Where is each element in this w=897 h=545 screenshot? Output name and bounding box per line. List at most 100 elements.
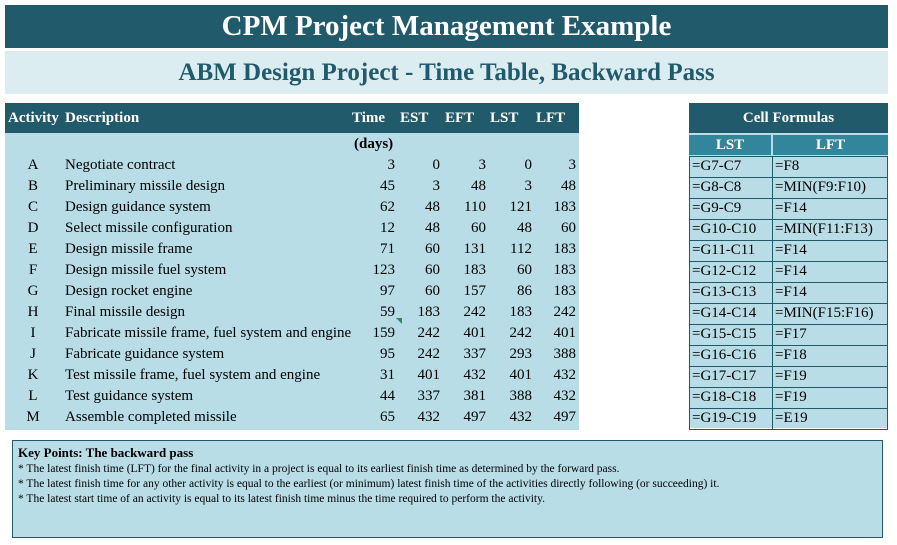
time-cell[interactable]: 159	[372, 325, 396, 341]
time-cell[interactable]: 97	[380, 283, 395, 299]
formula-lst-cell[interactable]: =G7-C7	[692, 158, 742, 174]
formula-lft-cell[interactable]: =F14	[775, 284, 807, 300]
description-cell[interactable]: Fabricate missile frame, fuel system and…	[65, 325, 352, 341]
activity-cell[interactable]: C	[27, 199, 38, 215]
formula-lst-cell[interactable]: =G17-C17	[692, 368, 757, 384]
activity-cell[interactable]: M	[26, 409, 40, 425]
description-cell[interactable]: Test guidance system	[65, 388, 194, 404]
est-cell[interactable]: 432	[417, 409, 441, 425]
header-description[interactable]: Description	[65, 110, 140, 126]
description-cell[interactable]: Design guidance system	[65, 199, 211, 215]
time-cell[interactable]: 44	[380, 388, 395, 404]
est-cell[interactable]: 60	[425, 241, 440, 257]
eft-cell[interactable]: 3	[478, 157, 487, 173]
lst-cell[interactable]: 388	[509, 388, 533, 404]
time-cell[interactable]: 65	[380, 409, 395, 425]
lst-cell[interactable]: 432	[509, 409, 533, 425]
lft-cell[interactable]: 388	[553, 346, 577, 362]
formula-lst-cell[interactable]: =G12-C12	[692, 263, 757, 279]
formula-lst-cell[interactable]: =G11-C11	[692, 242, 756, 258]
description-cell[interactable]: Design rocket engine	[65, 283, 193, 299]
formula-lst-cell[interactable]: =G10-C10	[692, 221, 757, 237]
cell-formulas-title[interactable]: Cell Formulas	[689, 103, 888, 133]
activity-cell[interactable]: I	[30, 325, 36, 341]
lst-cell[interactable]: 242	[509, 325, 533, 341]
header-est[interactable]: EST	[400, 110, 429, 126]
eft-cell[interactable]: 432	[463, 367, 487, 383]
est-cell[interactable]: 337	[417, 388, 441, 404]
time-cell[interactable]: 95	[380, 346, 395, 362]
time-cell[interactable]: 59	[380, 304, 395, 320]
formula-lft-cell[interactable]: =F19	[775, 389, 807, 405]
est-cell[interactable]: 0	[432, 157, 441, 173]
formula-lst-cell[interactable]: =G19-C19	[692, 410, 757, 426]
time-cell[interactable]: 123	[372, 262, 396, 278]
header-time[interactable]: Time	[352, 110, 386, 126]
eft-cell[interactable]: 48	[471, 178, 486, 194]
formula-lft-cell[interactable]: =E19	[775, 410, 808, 426]
description-cell[interactable]: Final missile design	[65, 304, 185, 320]
time-cell[interactable]: 71	[380, 241, 395, 257]
formula-lst-cell[interactable]: =G18-C18	[692, 389, 757, 405]
time-cell[interactable]: 3	[387, 157, 396, 173]
activity-cell[interactable]: H	[27, 304, 39, 320]
activity-cell[interactable]: E	[28, 241, 38, 257]
est-cell[interactable]: 242	[417, 325, 441, 341]
eft-cell[interactable]: 381	[463, 388, 487, 404]
activity-cell[interactable]: K	[27, 367, 39, 383]
header-lst[interactable]: LST	[490, 110, 519, 126]
description-cell[interactable]: Negotiate contract	[65, 157, 176, 173]
lst-cell[interactable]: 293	[509, 346, 533, 362]
est-cell[interactable]: 48	[425, 220, 440, 236]
lst-cell[interactable]: 60	[517, 262, 532, 278]
activity-cell[interactable]: G	[27, 283, 39, 299]
est-cell[interactable]: 3	[432, 178, 441, 194]
formula-lft-cell[interactable]: =F18	[775, 347, 807, 363]
est-cell[interactable]: 242	[417, 346, 441, 362]
eft-cell[interactable]: 60	[471, 220, 486, 236]
eft-cell[interactable]: 401	[463, 325, 487, 341]
eft-cell[interactable]: 183	[463, 262, 487, 278]
est-cell[interactable]: 48	[425, 199, 440, 215]
lft-cell[interactable]: 183	[553, 199, 577, 215]
eft-cell[interactable]: 110	[464, 199, 486, 215]
description-cell[interactable]: Preliminary missile design	[65, 178, 225, 194]
eft-cell[interactable]: 497	[463, 409, 487, 425]
formula-lft-cell[interactable]: =F19	[775, 368, 807, 384]
formula-lst-cell[interactable]: =G13-C13	[692, 284, 757, 300]
est-cell[interactable]: 401	[417, 367, 441, 383]
activity-cell[interactable]: D	[27, 220, 39, 236]
header-activity[interactable]: Activity	[8, 110, 59, 126]
formula-lst-cell[interactable]: =G15-C15	[692, 326, 757, 342]
formula-lft-cell[interactable]: =F14	[775, 263, 807, 279]
eft-cell[interactable]: 337	[463, 346, 487, 362]
time-cell[interactable]: 31	[380, 367, 395, 383]
header-lft[interactable]: LFT	[536, 110, 566, 126]
description-cell[interactable]: Fabricate guidance system	[65, 346, 225, 362]
eft-cell[interactable]: 157	[463, 283, 487, 299]
lst-cell[interactable]: 3	[524, 178, 533, 194]
formula-header-lst[interactable]: LST	[689, 135, 771, 155]
lft-cell[interactable]: 183	[553, 241, 577, 257]
est-cell[interactable]: 183	[417, 304, 441, 320]
lft-cell[interactable]: 60	[561, 220, 576, 236]
eft-cell[interactable]: 131	[463, 241, 487, 257]
time-cell[interactable]: 12	[380, 220, 395, 236]
activity-cell[interactable]: F	[28, 262, 38, 278]
formula-lst-cell[interactable]: =G16-C16	[692, 347, 757, 363]
eft-cell[interactable]: 242	[463, 304, 487, 320]
lft-cell[interactable]: 48	[561, 178, 576, 194]
activity-cell[interactable]: J	[30, 346, 36, 362]
activity-cell[interactable]: B	[27, 178, 38, 194]
formula-lst-cell[interactable]: =G8-C8	[692, 179, 742, 195]
time-cell[interactable]: 62	[380, 199, 395, 215]
lst-cell[interactable]: 401	[509, 367, 533, 383]
description-cell[interactable]: Design missile frame	[65, 241, 193, 257]
formula-lst-cell[interactable]: =G9-C9	[692, 200, 742, 216]
formula-lft-cell[interactable]: =F17	[775, 326, 807, 342]
lst-cell[interactable]: 0	[524, 157, 533, 173]
header-eft[interactable]: EFT	[445, 110, 475, 126]
activity-cell[interactable]: A	[27, 157, 39, 173]
formula-lft-cell[interactable]: =MIN(F9:F10)	[775, 179, 866, 195]
activity-cell[interactable]: L	[28, 388, 38, 404]
